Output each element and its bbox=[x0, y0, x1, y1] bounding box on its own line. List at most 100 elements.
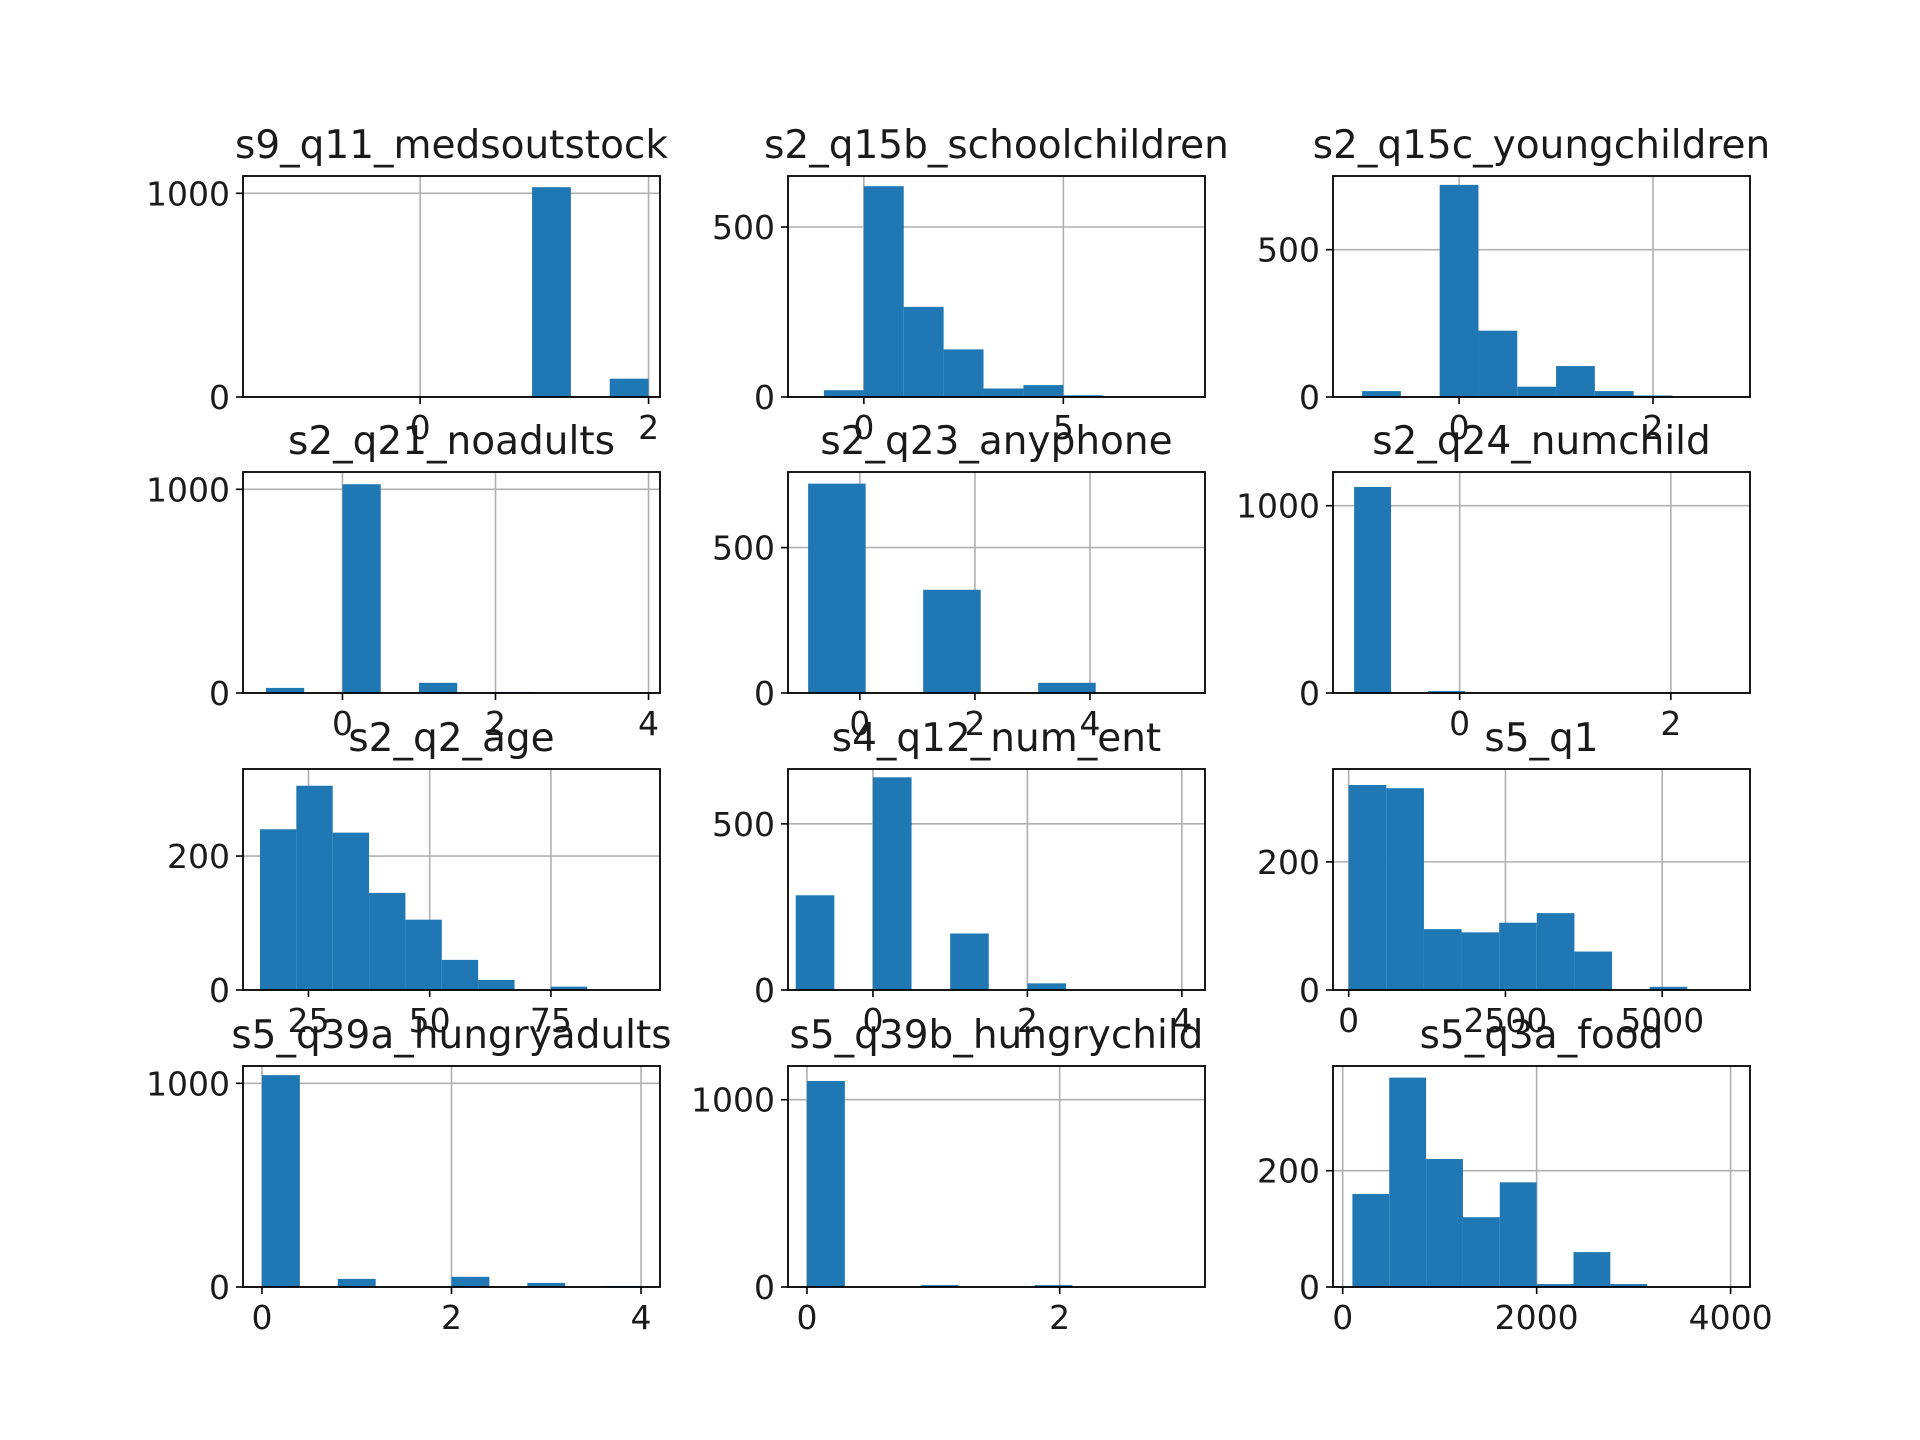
subplot-s2_q15c_youngchildren: 0 2 0 500 s2_q15c_youngchildren bbox=[1257, 123, 1770, 447]
x-tick-label: 0 bbox=[853, 408, 874, 447]
histogram-bar bbox=[1439, 184, 1479, 397]
histogram-bar bbox=[261, 1075, 300, 1287]
subplot-title: s5_q39b_hungrychild bbox=[790, 1013, 1204, 1058]
y-tick-label: 500 bbox=[1257, 231, 1320, 270]
histogram-bar bbox=[1517, 386, 1557, 397]
x-tick-label: 4 bbox=[638, 704, 659, 743]
y-tick-label: 0 bbox=[1299, 674, 1320, 713]
histogram-bar bbox=[342, 484, 381, 693]
y-tick-label: 1000 bbox=[691, 1081, 775, 1120]
histogram-bar bbox=[1027, 983, 1066, 990]
x-tick-label: 2 bbox=[441, 1298, 462, 1337]
histogram-bar bbox=[532, 187, 571, 397]
histogram-bar bbox=[923, 589, 981, 693]
histogram-bar bbox=[337, 1278, 376, 1287]
x-tick-label: 2 bbox=[1643, 408, 1664, 447]
histogram-bar bbox=[1038, 682, 1096, 693]
histogram-bar bbox=[332, 832, 370, 990]
histogram-bar bbox=[1536, 1284, 1574, 1287]
subplot-title: s2_q15c_youngchildren bbox=[1313, 123, 1771, 168]
histogram-bar bbox=[806, 1080, 845, 1287]
axes-frame bbox=[1332, 1065, 1751, 1288]
subplot-title: s9_q11_medsoutstock bbox=[235, 123, 668, 168]
histogram-bar bbox=[1352, 1193, 1390, 1287]
histogram-bar bbox=[1556, 366, 1595, 397]
histogram-bar bbox=[1649, 986, 1688, 990]
y-tick-label: 0 bbox=[754, 674, 775, 713]
y-tick-label: 0 bbox=[754, 378, 775, 417]
histogram-bar bbox=[1499, 1182, 1537, 1287]
y-tick-label: 0 bbox=[754, 1268, 775, 1307]
histogram-bar bbox=[1499, 922, 1537, 990]
axes-frame bbox=[787, 175, 1206, 398]
histogram-bar bbox=[1428, 691, 1465, 693]
x-tick-label: 0 bbox=[1332, 1298, 1353, 1337]
histogram-bar bbox=[259, 829, 297, 990]
subplot-s5_q39b_hungrychild: 0 2 0 1000 s5_q39b_hungrychild bbox=[691, 1013, 1206, 1337]
histogram-bar bbox=[872, 777, 912, 990]
x-tick-label: 2500 bbox=[1463, 1001, 1547, 1040]
histogram-bar bbox=[863, 186, 904, 397]
histogram-bar bbox=[265, 687, 305, 693]
x-tick-label: 0 bbox=[862, 1001, 883, 1040]
y-tick-label: 200 bbox=[1257, 843, 1320, 882]
x-tick-label: 4000 bbox=[1689, 1298, 1773, 1337]
axes-frame bbox=[242, 175, 661, 398]
histogram-bar bbox=[983, 388, 1024, 397]
histogram-bar bbox=[451, 1276, 490, 1287]
subplot-s2_q24_numchild: 0 2 0 1000 s2_q24_numchild bbox=[1236, 419, 1751, 743]
histogram-bar bbox=[1426, 1159, 1463, 1287]
histogram-bar bbox=[609, 378, 649, 397]
x-tick-label: 5000 bbox=[1620, 1001, 1704, 1040]
subplot-s5_q1: 0 2500 5000 0 200 s5_q1 bbox=[1257, 716, 1751, 1040]
x-tick-label: 2 bbox=[964, 704, 985, 743]
y-tick-label: 500 bbox=[712, 529, 775, 568]
histogram-bar bbox=[478, 979, 515, 990]
axes-frame bbox=[1332, 471, 1751, 694]
y-tick-label: 1000 bbox=[146, 470, 230, 509]
axes-frame bbox=[1332, 768, 1751, 991]
histogram-bar bbox=[441, 959, 479, 990]
histogram-bar bbox=[1574, 951, 1613, 990]
subplot-s2_q15b_schoolchildren: 0 5 0 500 s2_q15b_schoolchildren bbox=[712, 123, 1229, 447]
histogram-bar bbox=[418, 682, 458, 693]
x-tick-label: 0 bbox=[1338, 1001, 1359, 1040]
histogram-bar bbox=[808, 483, 866, 693]
subplot-title: s5_q3a_food bbox=[1420, 1013, 1664, 1058]
subplot-s5_q3a_food: 0 2000 4000 0 200 s5_q3a_food bbox=[1257, 1013, 1773, 1337]
x-tick-label: 4 bbox=[1171, 1001, 1192, 1040]
histogram-bar bbox=[1594, 391, 1634, 397]
histogram-bar bbox=[1023, 385, 1064, 397]
y-tick-label: 0 bbox=[754, 971, 775, 1010]
x-tick-label: 2 bbox=[638, 408, 659, 447]
histogram-bar bbox=[1354, 486, 1392, 693]
histogram-bar bbox=[1461, 932, 1500, 990]
x-tick-label: 4 bbox=[631, 1298, 652, 1337]
histogram-bar bbox=[1573, 1252, 1611, 1287]
histogram-bar bbox=[950, 933, 989, 990]
x-tick-label: 2 bbox=[1017, 1001, 1038, 1040]
histogram-bar bbox=[920, 1285, 959, 1287]
subplot-s4_q12_num_ent: 0 2 4 0 500 s4_q12_num_ent bbox=[712, 716, 1206, 1040]
histogram-bar bbox=[405, 919, 442, 990]
x-tick-label: 2000 bbox=[1495, 1298, 1579, 1337]
histogram-bar bbox=[903, 306, 944, 397]
y-tick-label: 0 bbox=[1299, 378, 1320, 417]
histogram-bar bbox=[296, 785, 333, 990]
x-tick-label: 4 bbox=[1079, 704, 1100, 743]
x-tick-label: 0 bbox=[796, 1298, 817, 1337]
y-tick-label: 1000 bbox=[146, 1064, 230, 1103]
x-tick-label: 0 bbox=[410, 408, 431, 447]
x-tick-label: 0 bbox=[1449, 704, 1470, 743]
histogram-bar bbox=[1423, 929, 1462, 990]
x-tick-label: 25 bbox=[287, 1001, 329, 1040]
histogram-bar bbox=[1462, 1217, 1500, 1287]
histogram-bar bbox=[1386, 788, 1424, 990]
axes-frame bbox=[787, 1065, 1206, 1288]
subplot-title: s5_q1 bbox=[1484, 716, 1598, 761]
y-tick-label: 0 bbox=[1299, 971, 1320, 1010]
axes-frame bbox=[242, 471, 661, 694]
subplot-title: s4_q12_num_ent bbox=[832, 716, 1161, 761]
